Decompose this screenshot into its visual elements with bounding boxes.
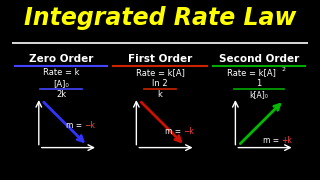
Text: Second Order: Second Order (219, 54, 299, 64)
Text: +k: +k (281, 136, 292, 145)
Text: 2k: 2k (56, 90, 66, 99)
Text: [A]₀: [A]₀ (53, 79, 69, 88)
Text: k[A]₀: k[A]₀ (250, 90, 268, 99)
Text: m =: m = (164, 127, 183, 136)
Text: Rate = k[A]: Rate = k[A] (136, 68, 184, 77)
Text: −k: −k (84, 122, 95, 130)
Text: k: k (157, 90, 163, 99)
Text: First Order: First Order (128, 54, 192, 64)
Text: Zero Order: Zero Order (29, 54, 93, 64)
Text: 1: 1 (256, 79, 262, 88)
Text: Integrated Rate Law: Integrated Rate Law (24, 6, 296, 30)
Text: ln 2: ln 2 (152, 79, 168, 88)
Text: Rate = k: Rate = k (43, 68, 79, 77)
Text: 2: 2 (281, 67, 285, 72)
Text: m =: m = (263, 136, 281, 145)
Text: Rate = k[A]: Rate = k[A] (227, 68, 276, 77)
Text: m =: m = (66, 122, 84, 130)
Text: −k: −k (183, 127, 194, 136)
